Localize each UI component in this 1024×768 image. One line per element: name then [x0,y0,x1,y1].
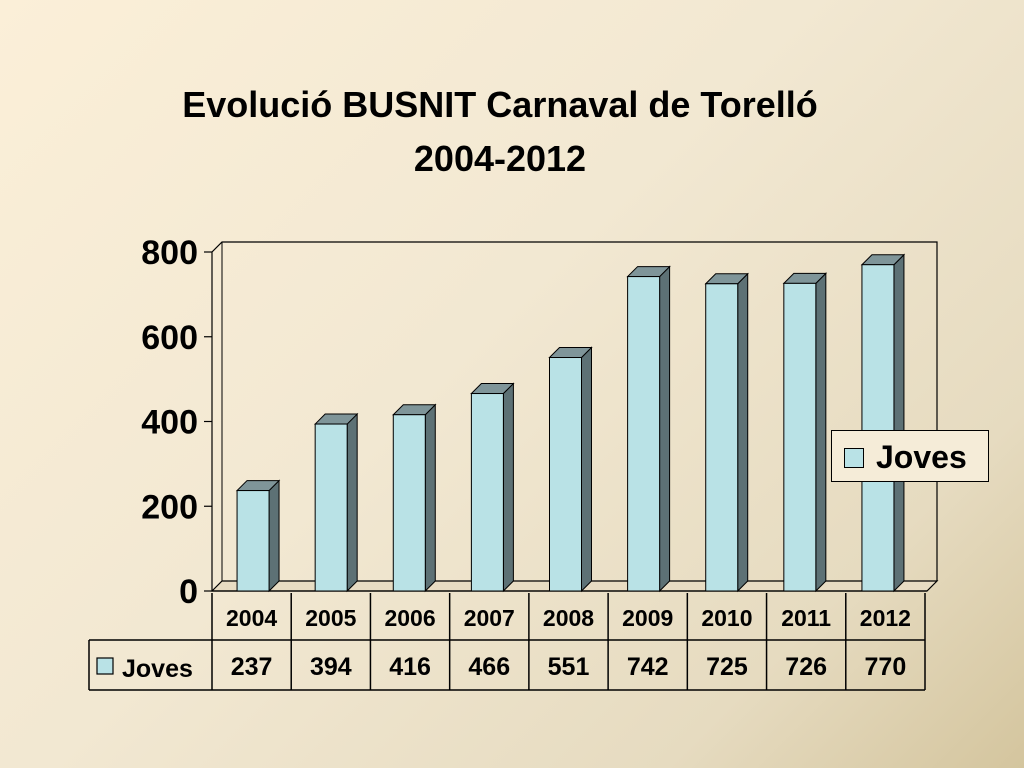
bar-side [659,265,671,593]
bar-face [470,393,504,592]
y-tick-label: 600 [141,319,198,357]
x-tick-label: 2004 [226,605,277,631]
x-tick-label: 2008 [543,605,594,631]
bar-side [346,412,358,593]
x-tick-label: 2010 [701,605,752,631]
chart-title: Evolució BUSNIT Carnaval de Torelló 2004… [0,78,1000,186]
bar-2008 [548,346,593,593]
bar-side [737,272,749,593]
bar-face [392,414,426,592]
bar-side [893,253,905,593]
y-tick-label: 0 [179,573,198,611]
bar-side [502,382,514,593]
bar-2010 [704,272,749,593]
y-axis-ticks: 0 200 400 600 800 [141,234,212,611]
bar-face [236,490,270,592]
legend-label: Joves [876,439,967,475]
bar-2004 [235,479,281,593]
title-line-2: 2004-2012 [413,138,587,179]
bar-2007 [470,382,515,593]
bar-face [549,357,582,592]
x-tick-label: 2007 [464,605,515,631]
bar-face [861,264,895,592]
x-tick-label: 2005 [305,605,356,631]
legend: Joves [831,430,989,482]
bar-side [424,403,436,593]
data-label: 725 [706,653,748,681]
bar-side [268,479,280,593]
table-legend-swatch [96,657,114,675]
x-tick-label: 2006 [384,605,435,631]
y-tick-label: 200 [141,488,198,526]
bar-face [783,282,817,592]
bar-face [705,283,739,592]
y-tick-label: 400 [141,404,198,442]
x-tick-label: 2009 [622,605,673,631]
bar-face [627,276,661,592]
bar-side [815,272,827,593]
x-tick-label: 2011 [781,605,831,631]
data-label: 551 [548,653,590,681]
data-label: 726 [785,653,827,681]
data-label: 742 [627,653,669,681]
data-label: 394 [310,653,352,681]
chart-bars [235,253,906,593]
bar-face [314,423,348,592]
title-line-1: Evolució BUSNIT Carnaval de Torelló [182,84,818,125]
data-label: 770 [865,653,907,681]
bar-2005 [313,412,359,593]
data-label: 237 [231,653,273,681]
bar-2012 [860,253,906,593]
bar-side [581,346,592,593]
data-label: 416 [389,653,431,681]
data-label: 466 [468,653,510,681]
data-table: 2004 237 2005 394 2006 416 2007 466 2008 551 2009 7… [88,593,926,691]
table-series-label: Joves [122,655,193,683]
x-tick-label: 2012 [860,605,911,631]
bar-2011 [782,272,828,593]
y-tick-label: 800 [141,234,198,272]
legend-swatch [844,448,864,468]
bar-2009 [626,265,671,593]
bar-2006 [392,403,437,593]
